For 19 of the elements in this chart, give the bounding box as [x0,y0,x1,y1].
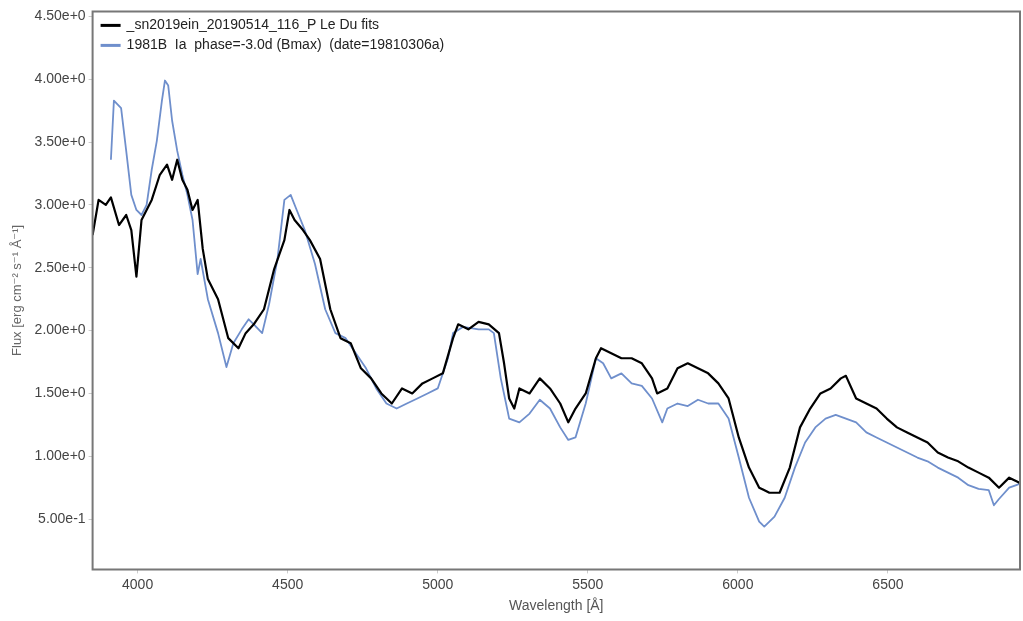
y-tick-label: 1.00e+0 [34,447,86,464]
legend-label: _sn2019ein_20190514_116_P Le Du fits [125,16,380,33]
x-axis-title: Wavelength [Å] [509,597,604,614]
x-tick-label: 5000 [422,575,454,592]
y-tick-label: 2.00e+0 [34,321,86,338]
x-tick-label: 6000 [722,575,754,592]
y-tick-label: 2.50e+0 [34,258,86,275]
y-tick-label: 3.00e+0 [34,195,86,212]
y-tick-label: 4.00e+0 [34,70,86,87]
y-tick-label: 3.50e+0 [34,132,86,149]
x-tick-label: 4500 [272,575,304,592]
y-tick-label: 5.00e-1 [38,509,86,526]
y-axis-title: Flux [erg cm⁻² s⁻¹ Å⁻¹] [9,224,25,356]
y-tick-label: 4.50e+0 [34,7,86,24]
x-tick-label: 6500 [872,575,904,592]
x-tick-label: 4000 [122,575,154,592]
legend-label: 1981B Ia phase=-3.0d (Bmax) (date=19810306a) [126,36,445,53]
y-tick-label: 1.50e+0 [34,384,86,401]
x-tick-label: 5500 [572,575,604,592]
